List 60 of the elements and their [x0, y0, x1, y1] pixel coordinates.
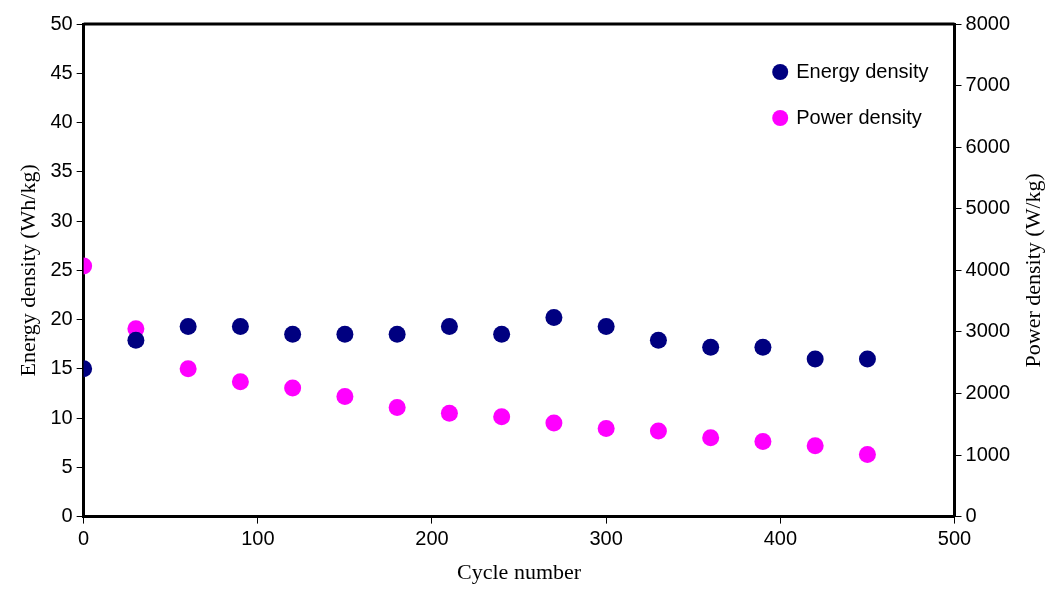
x-tick-label: 300: [589, 527, 623, 550]
point: [545, 414, 563, 432]
point: [545, 309, 563, 327]
point: [388, 325, 406, 343]
point: [754, 338, 772, 356]
point: [858, 445, 876, 463]
y2-tick-label: 8000: [965, 11, 1011, 34]
point: [597, 420, 615, 438]
point: [231, 373, 249, 391]
y-tick-label: 45: [50, 60, 73, 83]
x-tick-label: 500: [937, 527, 972, 550]
point: [336, 388, 354, 406]
point: [806, 437, 824, 455]
point: [649, 331, 667, 349]
point: [754, 432, 772, 450]
legend-label: Energy density: [796, 59, 929, 82]
x-axis-title: Cycle number: [457, 558, 582, 584]
legend-label: Power density: [796, 105, 922, 128]
y2-tick-label: 1000: [965, 442, 1011, 465]
y-axis-title: Energy density (Wh/kg): [14, 164, 40, 377]
point: [284, 379, 302, 397]
point: [179, 317, 197, 335]
point: [649, 422, 667, 440]
y2-tick-label: 3000: [965, 319, 1011, 342]
y2-tick-label: 4000: [965, 257, 1011, 280]
point: [231, 317, 249, 335]
y2-tick-label: 0: [965, 504, 977, 527]
y2-tick-label: 2000: [965, 380, 1011, 403]
point: [493, 325, 511, 343]
y2-tick-label: 5000: [965, 196, 1011, 219]
y-tick-label: 20: [50, 307, 73, 330]
point: [440, 404, 458, 422]
point: [858, 350, 876, 368]
x-tick-label: 100: [241, 527, 275, 550]
y-tick-label: 0: [61, 504, 73, 527]
point: [440, 317, 458, 335]
y2-tick-label: 6000: [965, 134, 1011, 157]
point: [336, 325, 354, 343]
y-tick-label: 10: [50, 405, 73, 428]
y2-tick-label: 7000: [965, 73, 1011, 96]
point: [388, 399, 406, 417]
point: [179, 360, 197, 378]
y-tick-label: 5: [61, 454, 73, 477]
x-tick-label: 200: [415, 527, 449, 550]
point: [493, 408, 511, 426]
x-tick-label: 0: [78, 527, 90, 550]
y-tick-label: 25: [50, 257, 73, 280]
point: [284, 325, 302, 343]
x-tick-label: 400: [763, 527, 798, 550]
point: [702, 429, 720, 447]
y-tick-label: 15: [50, 356, 73, 379]
point: [127, 331, 145, 349]
point: [597, 317, 615, 335]
y-tick-label: 50: [50, 11, 73, 34]
point: [806, 350, 824, 368]
y-tick-label: 35: [50, 159, 73, 182]
y-tick-label: 30: [50, 208, 73, 231]
point: [702, 338, 720, 356]
y-tick-label: 40: [50, 110, 73, 133]
y2-axis-title: Power density (W/kg): [1019, 173, 1045, 368]
